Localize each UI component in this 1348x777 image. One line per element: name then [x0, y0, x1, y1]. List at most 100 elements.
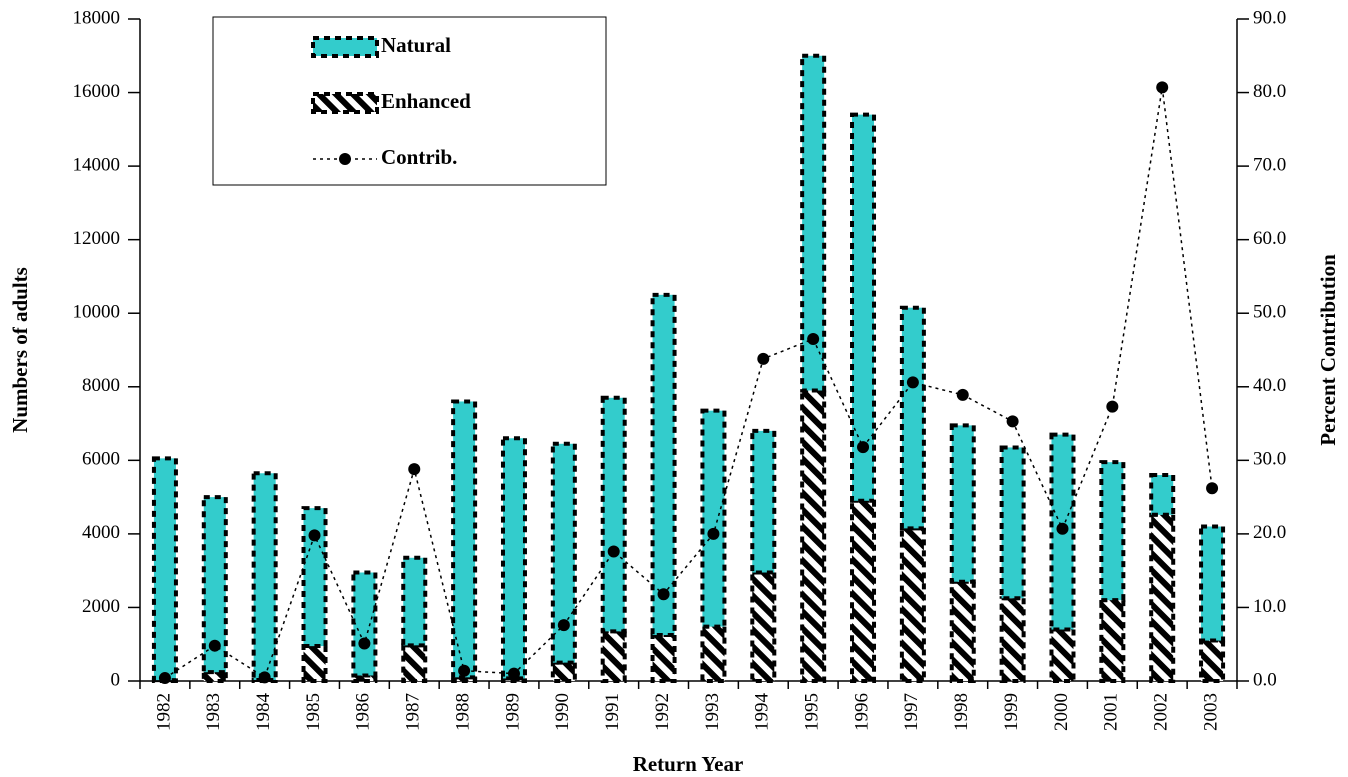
bar: [1149, 473, 1176, 517]
point: [358, 637, 371, 650]
point: [757, 352, 770, 365]
bar: [1149, 512, 1176, 684]
legend-swatch: [311, 92, 379, 114]
y-tick-label: 14000: [73, 154, 121, 175]
bar: [750, 570, 777, 683]
bar: [850, 498, 877, 683]
x-tick-label: 1999: [1001, 693, 1022, 731]
point: [956, 388, 969, 401]
bar: [301, 506, 328, 649]
legend-marker: [339, 153, 351, 165]
bar: [800, 53, 827, 393]
x-tick-label: 1987: [403, 693, 424, 731]
y2-tick-label: 0.0: [1253, 669, 1277, 690]
y-tick-label: 18000: [73, 7, 121, 28]
bar: [800, 388, 827, 683]
y-tick-label: 10000: [73, 302, 121, 323]
bar: [999, 445, 1026, 601]
y2-tick-label: 40.0: [1253, 375, 1286, 396]
x-tick-label: 1990: [552, 693, 573, 731]
bar: [550, 441, 577, 665]
point: [857, 441, 870, 454]
bar: [949, 579, 976, 684]
point: [607, 545, 620, 558]
legend-box: [212, 16, 607, 186]
y2-tick-label: 50.0: [1253, 302, 1286, 323]
point: [1056, 522, 1069, 535]
point: [1156, 81, 1169, 94]
y2-tick-label: 30.0: [1253, 449, 1286, 470]
legend-label: Contrib.: [381, 145, 457, 169]
bar: [550, 660, 577, 683]
x-tick-label: 1989: [502, 693, 523, 731]
point: [807, 332, 820, 345]
bar: [899, 526, 926, 683]
point: [557, 619, 570, 632]
point: [258, 671, 271, 684]
point: [1006, 415, 1019, 428]
y-tick-label: 2000: [82, 596, 120, 617]
y2-tick-label: 90.0: [1253, 7, 1286, 28]
x-tick-label: 1986: [353, 693, 374, 731]
y2-tick-label: 70.0: [1253, 154, 1286, 175]
x-tick-label: 1991: [602, 693, 623, 731]
x-tick-label: 2001: [1101, 693, 1122, 731]
x-tick-label: 1993: [702, 693, 723, 731]
x-tick-label: 1998: [951, 693, 972, 731]
y-tick-label: 8000: [82, 375, 120, 396]
y2-tick-label: 80.0: [1253, 81, 1286, 102]
bar: [600, 629, 627, 683]
bar: [999, 596, 1026, 683]
bar: [401, 555, 428, 648]
x-tick-label: 1997: [901, 693, 922, 731]
bar: [201, 495, 228, 675]
point: [507, 667, 520, 680]
y-axis-title: Numbers of adults: [8, 267, 32, 433]
bar: [1049, 627, 1076, 683]
x-tick-label: 2002: [1151, 693, 1172, 731]
x-tick-label: 1982: [153, 693, 174, 731]
point: [906, 376, 919, 389]
bar: [750, 428, 777, 575]
point: [657, 588, 670, 601]
bar: [401, 643, 428, 684]
bar: [899, 305, 926, 531]
point: [208, 639, 221, 652]
y-tick-label: 12000: [73, 228, 121, 249]
bar: [700, 408, 727, 629]
bar: [1099, 598, 1126, 683]
y2-tick-label: 20.0: [1253, 522, 1286, 543]
x-tick-label: 1994: [752, 693, 773, 732]
y2-tick-label: 60.0: [1253, 228, 1286, 249]
bar: [301, 644, 328, 683]
legend-label: Enhanced: [381, 89, 471, 113]
x-tick-label: 1983: [203, 693, 224, 731]
legend-label: Natural: [381, 33, 451, 57]
point: [408, 463, 421, 476]
point: [1206, 482, 1219, 495]
legend-swatch: [311, 36, 379, 58]
bar: [500, 436, 527, 681]
bar: [650, 292, 677, 638]
x-tick-label: 1996: [851, 693, 872, 731]
y2-tick-label: 10.0: [1253, 596, 1286, 617]
bar: [351, 570, 378, 678]
x-tick-label: 1985: [303, 693, 324, 731]
x-tick-label: 1984: [253, 693, 274, 732]
bar: [850, 112, 877, 503]
bar: [151, 456, 178, 683]
bar: [949, 423, 976, 584]
bar: [251, 471, 278, 682]
bar: [1199, 638, 1226, 683]
y-tick-label: 4000: [82, 522, 120, 543]
y2-axis-title: Percent Contribution: [1316, 254, 1340, 446]
x-tick-label: 1988: [452, 693, 473, 731]
x-tick-label: 2003: [1200, 693, 1221, 731]
y-tick-label: 0: [111, 669, 121, 690]
point: [458, 664, 471, 677]
y-tick-label: 16000: [73, 81, 121, 102]
bar: [1199, 524, 1226, 643]
bar: [650, 633, 677, 683]
bar: [1099, 460, 1126, 603]
